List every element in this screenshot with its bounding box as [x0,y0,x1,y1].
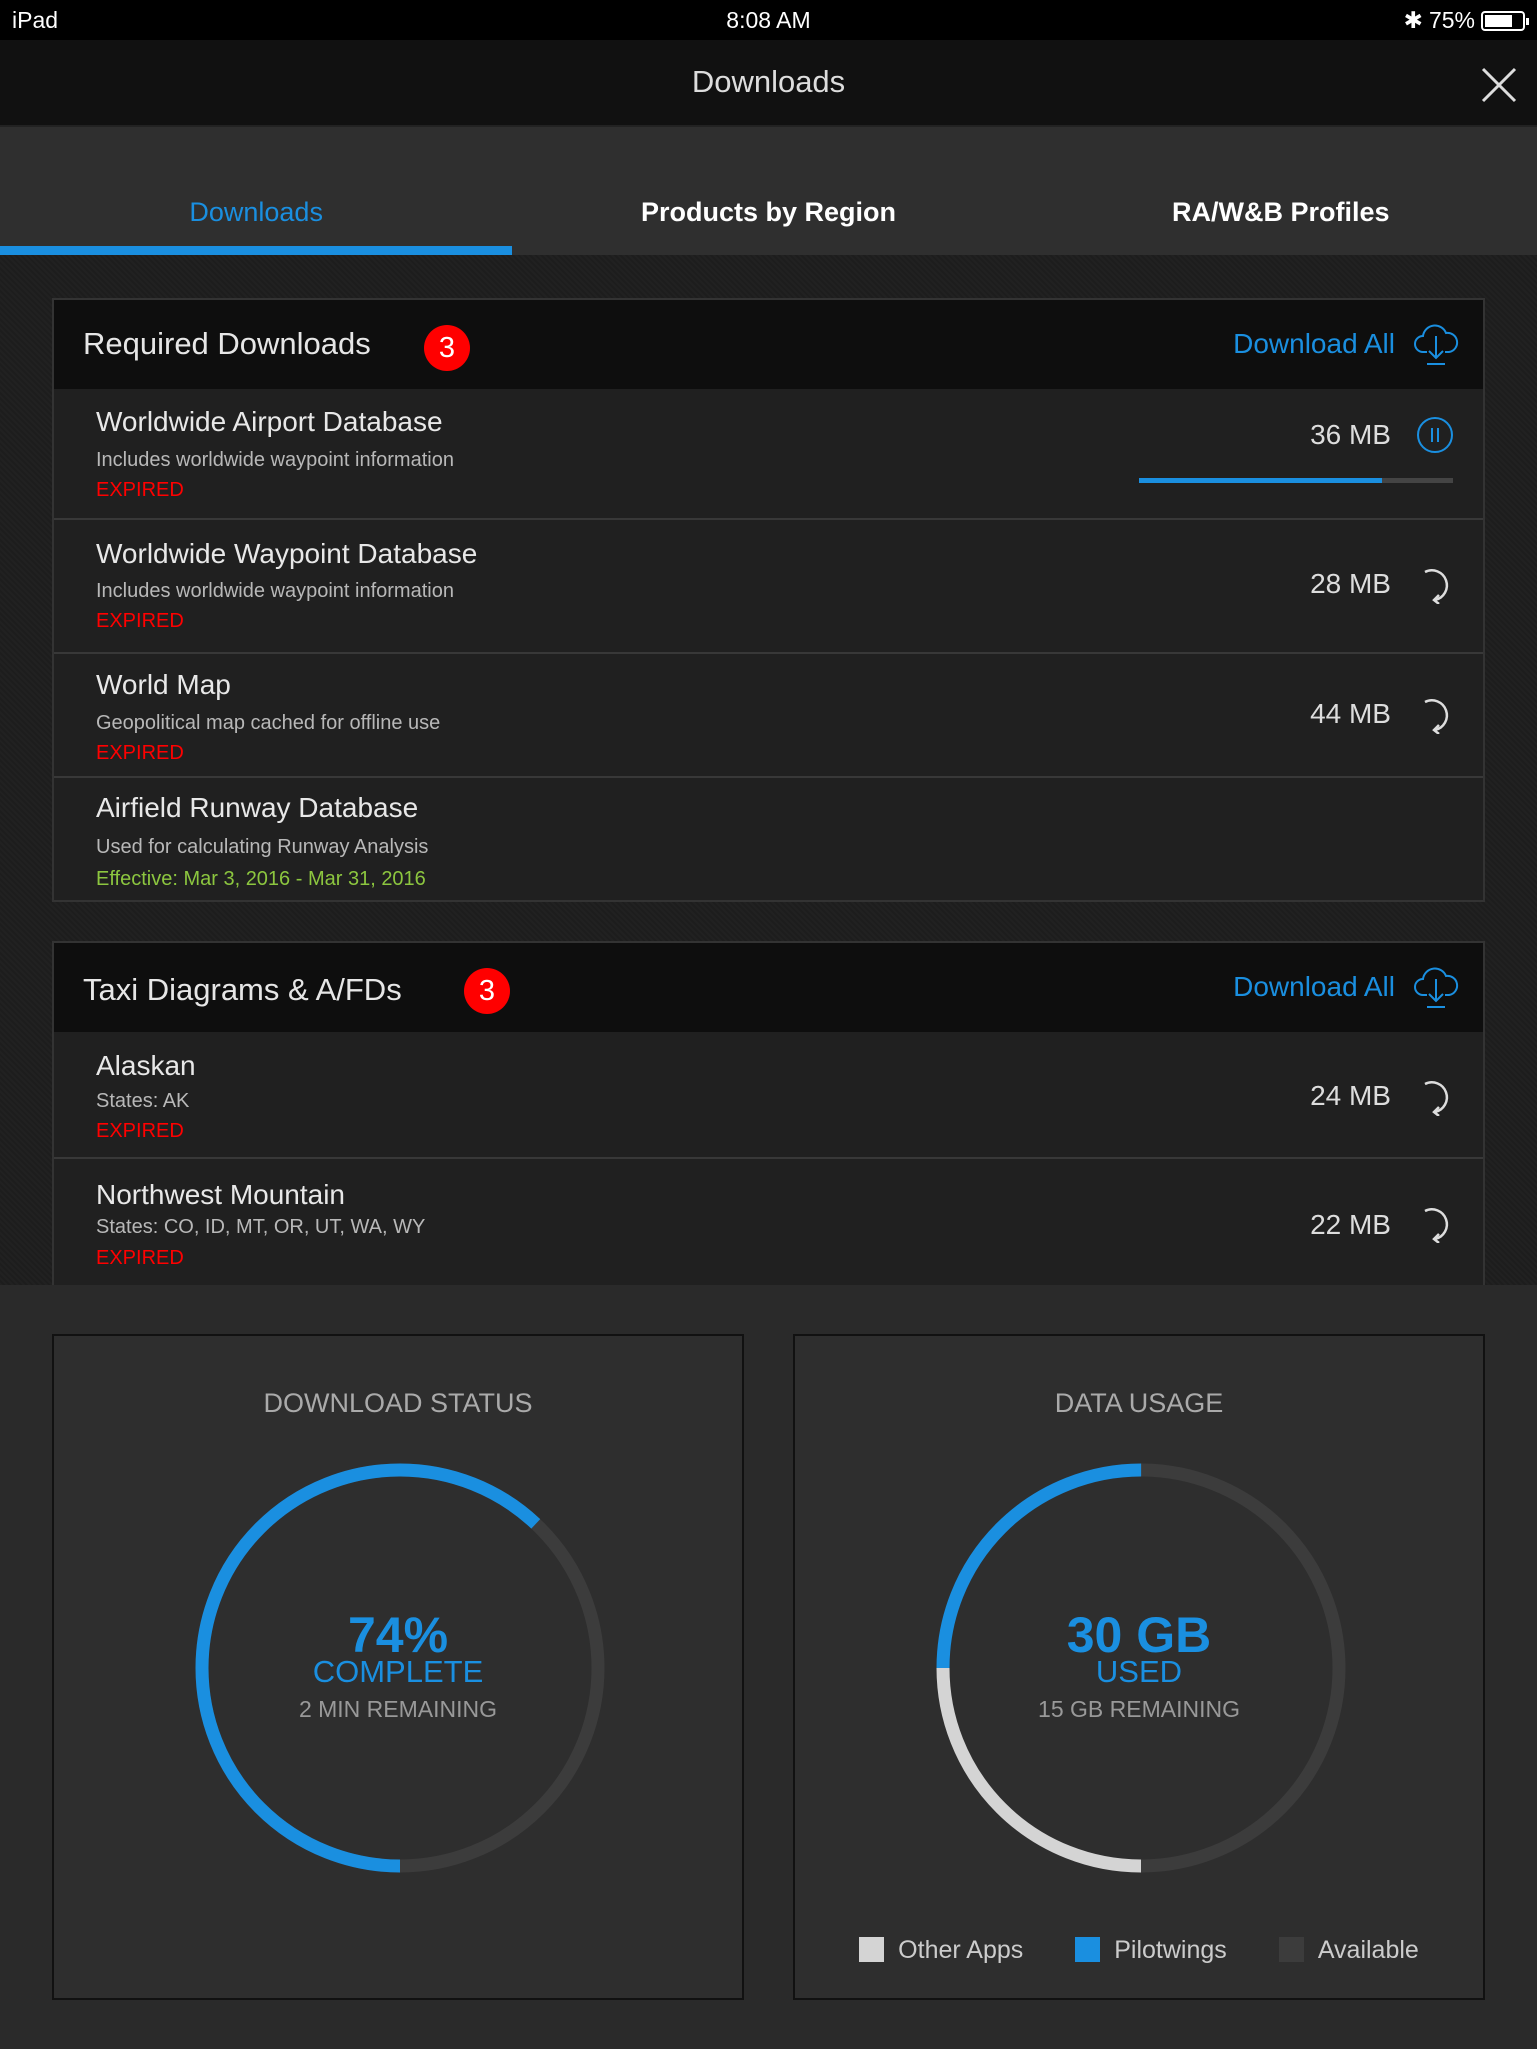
item-status: EXPIRED [96,479,184,501]
progress-percent: 74% [347,1607,449,1663]
download-status-panel: DOWNLOAD STATUS 74% COMPLETE 2 MIN REMAI… [52,1334,744,2000]
tab-products-by-region[interactable]: Products by Region [640,197,896,227]
download-all-label: Download All [1233,328,1395,359]
space-remaining: 15 GB REMAINING [1038,1696,1240,1722]
item-description: Geopolitical map cached for offline use [96,712,441,734]
refresh-icon[interactable] [1415,564,1455,604]
tab-ra-wb-profiles[interactable]: RA/W&B Profiles [1172,197,1390,227]
legend-other-apps: Other Apps [859,1936,1023,1965]
list-item[interactable]: Worldwide Waypoint Database Includes wor… [54,518,1483,652]
section-title: Taxi Diagrams & A/FDs [83,972,402,1007]
header: Downloads [0,40,1537,127]
download-progress-ring [195,1463,605,1873]
item-size: 24 MB [1310,1080,1391,1111]
section-title: Required Downloads [83,326,371,361]
cloud-download-icon [1414,967,1459,1008]
data-usage-panel: DATA USAGE 30 GB USED 15 GB REMAINING Ot… [793,1334,1485,2000]
item-name: Alaskan [96,1050,196,1081]
close-icon[interactable] [1479,65,1519,105]
panel-title: DATA USAGE [1054,1388,1224,1418]
legend-label: Available [1317,1936,1419,1964]
time-remaining: 2 MIN REMAINING [298,1696,498,1722]
card-header: Taxi Diagrams & A/FDs 3 Download All [54,943,1483,1032]
item-size: 28 MB [1310,568,1391,599]
download-all-button[interactable]: Download All [1233,965,1459,1009]
item-status: EXPIRED [96,742,184,764]
device-name: iPad [12,7,59,33]
item-name: Worldwide Waypoint Database [96,538,478,569]
legend-pilotwings: Pilotwings [1075,1936,1227,1965]
card-header: Required Downloads 3 Download All [54,300,1483,389]
refresh-icon[interactable] [1415,1203,1455,1243]
legend-label: Pilotwings [1114,1936,1227,1964]
refresh-icon[interactable] [1415,1076,1455,1116]
item-status: EXPIRED [96,1247,184,1269]
download-all-button[interactable]: Download All [1233,322,1459,366]
battery-icon [1481,10,1529,31]
legend-swatch [1278,1937,1304,1962]
taxi-diagrams-card: Taxi Diagrams & A/FDs 3 Download All Ala… [52,941,1485,1341]
status-right: ✱ 75% [1403,7,1529,34]
used-amount: 30 GB [1066,1607,1212,1663]
legend: Other Apps Pilotwings Available [795,1936,1483,1965]
legend-label: Other Apps [898,1936,1024,1964]
required-downloads-card: Required Downloads 3 Download All Worldw… [52,298,1485,902]
list-item[interactable]: Northwest Mountain States: CO, ID, MT, O… [54,1157,1483,1297]
list-item[interactable]: World Map Geopolitical map cached for of… [54,652,1483,776]
tab-bar: Downloads Products by Region RA/W&B Prof… [0,127,1537,255]
panel-title: DOWNLOAD STATUS [263,1388,533,1418]
item-description: Includes worldwide waypoint information [96,449,454,471]
legend-swatch [859,1937,885,1962]
list-item[interactable]: Worldwide Airport Database Includes worl… [54,389,1483,518]
item-status: EXPIRED [96,610,184,632]
progress-label: COMPLETE [312,1654,484,1689]
item-name: Northwest Mountain [96,1179,346,1210]
count-badge: 3 [424,325,470,371]
item-name: Airfield Runway Database [96,792,419,823]
status-bar: iPad 8:08 AM ✱ 75% [0,0,1537,40]
download-progress-bar [1139,478,1453,483]
count-badge: 3 [464,968,510,1014]
data-usage-ring [936,1463,1346,1873]
item-description: Includes worldwide waypoint information [96,580,454,602]
pause-icon[interactable] [1415,415,1455,455]
progress-arc [195,1463,605,1873]
legend-available: Available [1278,1936,1419,1965]
list-item[interactable]: Airfield Runway Database Used for calcul… [54,776,1483,902]
battery-percent: 75% [1428,7,1475,33]
list-item[interactable]: Alaskan States: AK EXPIRED 24 MB [54,1032,1483,1157]
item-description: Used for calculating Runway Analysis [96,836,429,858]
tab-downloads[interactable]: Downloads [0,127,513,255]
used-label: USED [1095,1654,1183,1689]
clock: 8:08 AM [726,7,811,33]
refresh-icon[interactable] [1415,694,1455,734]
item-effective-date: Effective: Mar 3, 2016 - Mar 31, 2016 [96,868,426,890]
summary-panel: DOWNLOAD STATUS 74% COMPLETE 2 MIN REMAI… [0,1285,1537,2049]
item-description: States: AK [96,1090,190,1112]
page-title: Downloads [691,64,846,99]
item-status: EXPIRED [96,1120,184,1142]
legend-swatch [1075,1937,1101,1962]
item-size: 22 MB [1310,1209,1391,1240]
cloud-download-icon [1414,324,1459,365]
item-size: 36 MB [1310,419,1391,450]
item-size: 44 MB [1310,698,1391,729]
pilotwings-arc [936,1463,1346,1873]
download-all-label: Download All [1233,971,1395,1002]
item-name: World Map [96,669,231,700]
bluetooth-icon: ✱ [1403,7,1423,33]
item-name: Worldwide Airport Database [96,406,443,437]
item-description: States: CO, ID, MT, OR, UT, WA, WY [96,1216,426,1238]
